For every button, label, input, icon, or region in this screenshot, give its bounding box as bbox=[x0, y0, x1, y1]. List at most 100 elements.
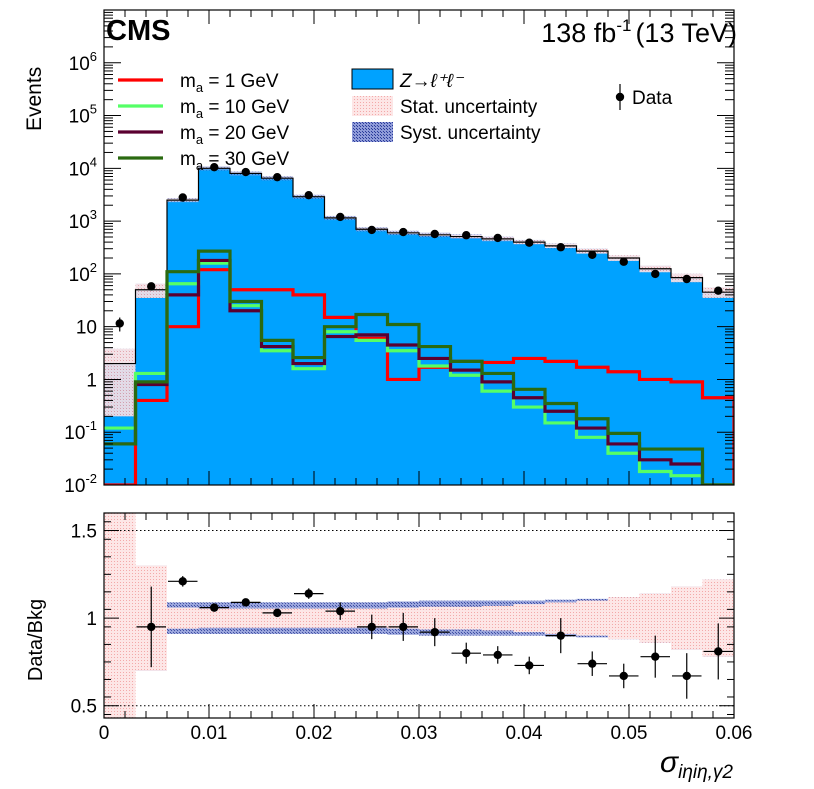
background-bin bbox=[167, 200, 199, 485]
y-tick-label: 1 bbox=[86, 370, 97, 391]
x-axis-symbol: σ bbox=[660, 746, 680, 779]
legend-syst-swatch bbox=[352, 122, 393, 142]
y-tick-label: 10 bbox=[76, 318, 97, 339]
experiment-label: CMS bbox=[106, 15, 170, 47]
ratio-point bbox=[651, 652, 660, 661]
main-data-points bbox=[115, 163, 723, 332]
background-bin bbox=[261, 178, 293, 485]
background-bin bbox=[545, 245, 577, 485]
stat-band-bin bbox=[104, 348, 136, 417]
data-point bbox=[493, 233, 502, 243]
x-axis-label: σiηiη,γ2 bbox=[660, 746, 733, 783]
ratio-stat-bin bbox=[230, 608, 262, 628]
y-tick-label: 102 bbox=[69, 260, 97, 286]
y-axis-label: Events bbox=[23, 67, 46, 131]
ratio-stat-bin bbox=[671, 586, 703, 650]
ratio-y-axis: 0.5 1 1.5 bbox=[71, 521, 734, 718]
background-outline bbox=[104, 167, 734, 485]
ratio-point bbox=[367, 622, 376, 632]
x-tick-label: 0.02 bbox=[296, 723, 333, 744]
data-point bbox=[588, 250, 597, 259]
legend-data-label: Data bbox=[632, 88, 673, 109]
lumi-label: 138 fb-1 (13 TeV) bbox=[541, 16, 737, 48]
x-tick-label: 0.01 bbox=[191, 723, 228, 744]
ratio-stat-bin bbox=[639, 593, 671, 643]
ratio-y-tick-label: 0.5 bbox=[71, 697, 97, 718]
y-tick-label: 10-1 bbox=[64, 418, 97, 444]
ratio-stat-bin bbox=[576, 600, 608, 636]
background-bin bbox=[702, 292, 734, 485]
y-tick-label: 104 bbox=[69, 154, 97, 180]
legend-stat-swatch bbox=[352, 96, 393, 116]
ratio-point bbox=[273, 608, 282, 618]
x-tick-label: 0.06 bbox=[716, 723, 753, 744]
signal-line bbox=[104, 249, 734, 485]
background-bin bbox=[293, 196, 325, 485]
legend-background-label: Z→ℓ⁺ℓ⁻ bbox=[399, 71, 465, 92]
main-panel: 10-2 10-1 1 10 102 103 104 105 106 Events bbox=[23, 9, 735, 497]
ratio-point bbox=[430, 627, 439, 637]
data-point bbox=[651, 269, 660, 279]
background-bin bbox=[387, 232, 419, 485]
background-bin bbox=[324, 217, 356, 485]
ratio-panel: 0.5 1 1.5 0 0.01 0.02 0.03 0.04 0.05 0.06 Data/B… bbox=[25, 512, 753, 744]
data-point bbox=[241, 167, 250, 177]
data-point bbox=[462, 231, 471, 240]
legend-stat-label: Stat. uncertainty bbox=[400, 97, 538, 118]
ratio-point bbox=[399, 622, 408, 632]
ratio-stat-bin bbox=[104, 513, 136, 718]
ratio-stat-bin bbox=[293, 608, 325, 628]
legend-signal-label: ma = 10 GeV bbox=[180, 97, 289, 121]
lumi-exponent: -1 bbox=[616, 16, 631, 35]
ratio-stat-bin bbox=[419, 606, 451, 630]
ratio-point bbox=[556, 631, 565, 640]
data-point bbox=[273, 172, 282, 182]
ratio-point bbox=[304, 589, 313, 598]
background-bin bbox=[639, 268, 671, 485]
y-tick-label: 105 bbox=[69, 102, 97, 128]
legend-data-marker bbox=[615, 92, 625, 102]
data-point bbox=[399, 227, 408, 237]
ratio-stat-bin bbox=[198, 608, 230, 628]
legend-signal-label: ma = 1 GeV bbox=[180, 71, 279, 95]
data-point bbox=[430, 229, 439, 239]
legend-background-swatch bbox=[351, 68, 394, 90]
main-y-axis: 10-2 10-1 1 10 102 103 104 105 106 bbox=[64, 9, 734, 497]
ratio-point bbox=[714, 647, 723, 656]
data-point bbox=[178, 193, 187, 202]
data-point bbox=[714, 286, 723, 295]
signal-line bbox=[104, 258, 734, 485]
ratio-point bbox=[147, 622, 156, 632]
data-point bbox=[682, 274, 691, 284]
ratio-point bbox=[178, 577, 187, 586]
main-x-axis bbox=[103, 10, 735, 485]
ratio-stat-bin bbox=[167, 607, 199, 629]
ratio-stat-bin bbox=[482, 605, 514, 631]
ratio-point bbox=[682, 671, 691, 681]
data-point bbox=[336, 212, 345, 222]
y-tick-label: 103 bbox=[69, 207, 97, 233]
legend-syst-label: Syst. uncertainty bbox=[400, 123, 541, 144]
ratio-point bbox=[619, 671, 628, 681]
ratio-x-axis: 0 0.01 0.02 0.03 0.04 0.05 0.06 bbox=[99, 513, 753, 744]
background-bin bbox=[198, 168, 230, 485]
legend-signal-label: ma = 20 GeV bbox=[180, 123, 289, 147]
data-point bbox=[115, 319, 124, 328]
data-point bbox=[367, 225, 376, 235]
ratio-y-tick-label: 1.5 bbox=[71, 522, 97, 543]
main-histograms bbox=[104, 166, 734, 485]
lumi-energy: (13 TeV) bbox=[635, 18, 737, 48]
data-point bbox=[210, 163, 219, 172]
x-tick-label: 0.03 bbox=[401, 723, 438, 744]
x-tick-label: 0.05 bbox=[611, 723, 648, 744]
legend-signal-label: ma = 30 GeV bbox=[180, 149, 289, 173]
ratio-y-tick-label: 1 bbox=[86, 609, 97, 630]
data-point bbox=[525, 238, 534, 247]
ratio-point bbox=[525, 661, 534, 670]
background-bin bbox=[513, 242, 545, 485]
ratio-point bbox=[588, 659, 597, 668]
x-tick-label: 0 bbox=[99, 723, 110, 744]
data-point bbox=[147, 282, 156, 291]
